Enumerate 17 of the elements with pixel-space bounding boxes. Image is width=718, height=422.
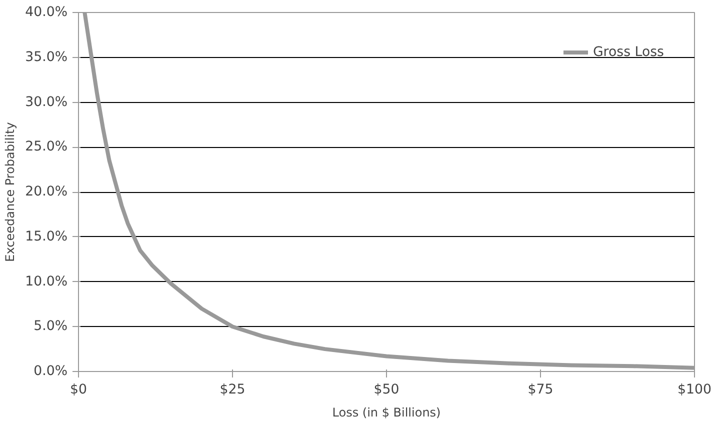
x-tick-label: $75	[528, 382, 554, 398]
x-tick-label: $0	[70, 382, 87, 398]
y-tick-label: 20.0%	[25, 184, 68, 200]
y-tick-label: 15.0%	[25, 229, 68, 244]
y-tick-label: 40.0%	[25, 5, 68, 20]
y-tick-label: 0.0%	[34, 364, 68, 379]
x-tick-label: $100	[678, 382, 712, 398]
x-tick-label: $25	[220, 382, 246, 398]
x-tick-label: $50	[374, 382, 400, 398]
y-tick-label: 25.0%	[25, 140, 68, 155]
legend-label: Gross Loss	[592, 44, 664, 60]
y-tick-label: 35.0%	[25, 50, 68, 65]
x-axis-title: Loss (in $ Billions)	[332, 406, 441, 420]
y-axis-title: Exceedance Probability	[3, 122, 18, 262]
y-tick-label: 5.0%	[34, 319, 68, 334]
y-tick-label: 10.0%	[25, 274, 68, 290]
y-tick-label: 30.0%	[25, 94, 68, 110]
